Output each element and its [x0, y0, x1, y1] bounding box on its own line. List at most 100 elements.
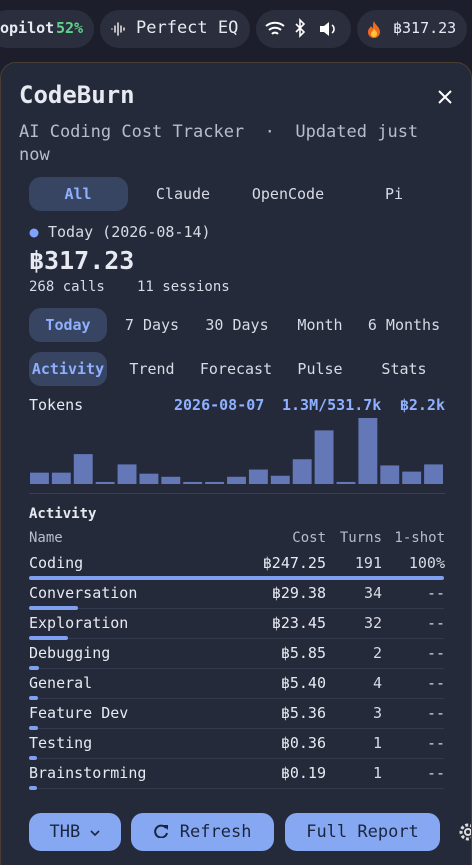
token-bar	[183, 481, 203, 484]
row-cost: ฿0.19	[280, 764, 326, 782]
currency-button[interactable]: THB	[29, 813, 121, 851]
row-one-shot: --	[426, 764, 445, 782]
flame-icon	[368, 21, 380, 38]
system-icons	[265, 18, 335, 38]
token-chart	[30, 418, 443, 484]
col-cost: Cost	[292, 530, 326, 546]
close-button[interactable]	[437, 89, 453, 105]
report-button[interactable]: Full Report	[285, 813, 440, 851]
row-cost: ฿5.36	[280, 704, 326, 722]
row-one-shot: --	[426, 734, 445, 752]
divider	[29, 493, 445, 494]
token-bar	[95, 481, 115, 484]
row-cost: ฿29.38	[271, 584, 326, 602]
refresh-label: Refresh	[179, 822, 252, 842]
row-one-shot: --	[426, 644, 445, 662]
subtitle: AI Coding Cost Tracker · Updated just no…	[19, 122, 429, 165]
provider-tab[interactable]: Claude	[155, 185, 211, 203]
row-turns: 1	[372, 734, 382, 752]
period-tab[interactable]: 7 Days	[124, 316, 180, 334]
row-turns: 2	[372, 644, 382, 662]
calls: 268 calls	[29, 279, 105, 295]
row-turns: 32	[363, 614, 382, 632]
row-one-shot: --	[426, 584, 445, 602]
view-tab[interactable]: Pulse	[297, 360, 343, 378]
row-bar	[29, 666, 39, 670]
token-bar	[227, 476, 246, 484]
row-track	[29, 608, 444, 609]
row-track	[29, 728, 444, 729]
eq-pill[interactable]: Perfect EQ	[100, 10, 250, 48]
title: CodeBurn	[19, 81, 135, 109]
token-bar	[358, 418, 378, 484]
currency-label: THB	[49, 822, 81, 842]
provider-tab[interactable]: Pi	[384, 185, 404, 203]
period-tab[interactable]: Today	[29, 308, 107, 342]
period-tab[interactable]: 6 Months	[367, 316, 441, 334]
tokens-cost: ฿2.2k	[399, 396, 445, 414]
row-name: Debugging	[29, 644, 111, 662]
row-bar	[29, 576, 444, 580]
view-tab[interactable]: Forecast	[199, 360, 273, 378]
app-name: opilot	[0, 19, 55, 37]
row-bar	[29, 606, 79, 610]
row-bar	[29, 636, 69, 640]
col-name: Name	[29, 530, 63, 546]
row-one-shot: --	[426, 614, 445, 632]
token-bar	[336, 481, 356, 484]
day-label: Today (2026-08-14)	[48, 223, 211, 241]
row-track	[29, 758, 444, 759]
row-track	[29, 788, 444, 789]
row-name: General	[29, 674, 93, 692]
row-name: Conversation	[29, 584, 138, 602]
spend-pill[interactable]: ฿317.23	[357, 10, 467, 48]
report-label: Full Report	[306, 822, 419, 842]
period-tab[interactable]: 30 Days	[205, 316, 269, 334]
row-cost: ฿5.85	[280, 644, 326, 662]
chevron	[90, 830, 101, 837]
row-cost: ฿5.40	[280, 674, 326, 692]
row-name: Feature Dev	[29, 704, 129, 722]
row-name: Testing	[29, 734, 93, 752]
settings-button[interactable]	[457, 821, 472, 843]
tokens-date: 2026-08-07	[174, 396, 265, 414]
token-bar	[117, 464, 137, 484]
row-turns: 1	[372, 764, 382, 782]
sessions: 11 sessions	[137, 279, 230, 295]
token-bar	[402, 471, 422, 484]
total: ฿317.23	[29, 246, 135, 275]
view-tab[interactable]: Trend	[129, 360, 175, 378]
eq-label: Perfect EQ	[136, 18, 239, 38]
row-track	[29, 638, 444, 639]
spend-label: ฿317.23	[393, 19, 457, 37]
row-turns: 191	[354, 554, 382, 572]
view-tab[interactable]: Activity	[29, 352, 107, 386]
token-bar	[30, 472, 49, 484]
view-tab[interactable]: Stats	[381, 360, 427, 378]
row-name: Exploration	[29, 614, 129, 632]
token-bar	[380, 465, 400, 484]
system-pill[interactable]	[256, 10, 351, 48]
row-turns: 34	[363, 584, 382, 602]
token-bar	[270, 475, 290, 484]
token-bar	[73, 454, 93, 484]
app-percent: 52%	[56, 19, 84, 37]
row-one-shot: --	[426, 704, 445, 722]
row-track	[29, 698, 444, 699]
row-track	[29, 668, 444, 669]
token-bar	[161, 476, 181, 484]
provider-tab[interactable]: OpenCode	[251, 185, 325, 203]
provider-tab[interactable]: All	[28, 177, 128, 211]
row-name: Brainstorming	[29, 764, 147, 782]
period-tab[interactable]: Month	[297, 316, 343, 334]
token-bar	[248, 469, 268, 484]
token-bar	[205, 481, 225, 484]
app-pill[interactable]: opilot 52%	[0, 10, 94, 48]
row-cost: ฿23.45	[271, 614, 326, 632]
activity-title: Activity	[29, 506, 97, 522]
refresh-button[interactable]: Refresh	[131, 813, 274, 851]
token-bar	[139, 473, 159, 484]
today-dot	[29, 228, 39, 238]
col-turns: Turns	[339, 530, 382, 546]
row-bar	[29, 726, 38, 730]
